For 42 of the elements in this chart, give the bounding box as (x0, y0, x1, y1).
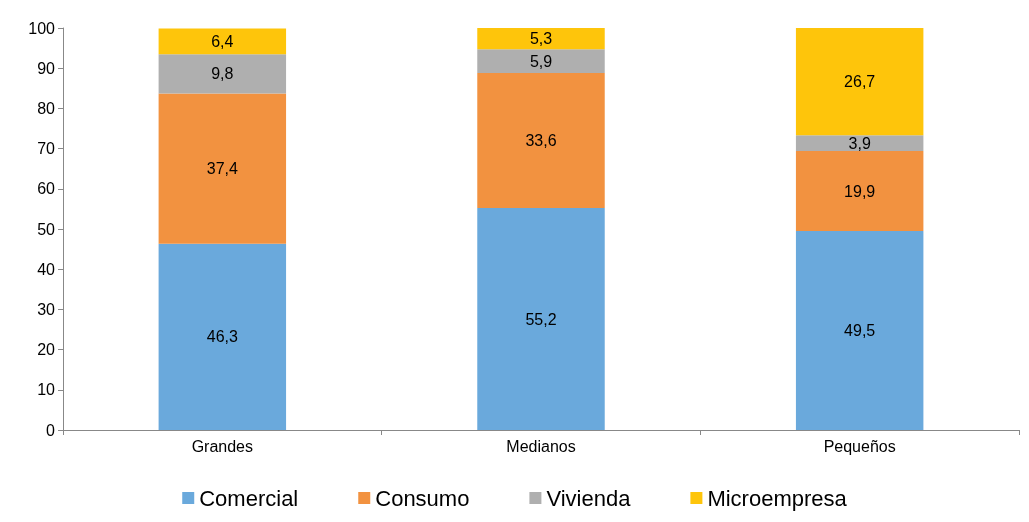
bar (158, 243, 287, 430)
y-tick-label: 40 (37, 260, 56, 278)
y-tick-label: 10 (37, 381, 56, 399)
bar (158, 93, 287, 244)
bar (477, 49, 605, 74)
legend-label: Vivienda (546, 485, 632, 511)
data-label: 55,2 (525, 310, 557, 328)
x-tick-label: Medianos (506, 437, 576, 455)
y-tick-label: 80 (37, 99, 56, 117)
data-label: 19,9 (844, 182, 876, 200)
x-tick-label: Pequeños (823, 437, 896, 455)
y-tick-label: 50 (37, 220, 56, 238)
x-tick-label: Grandes (191, 437, 254, 455)
bar (795, 135, 924, 152)
bar (795, 231, 924, 430)
y-tick-label: 100 (28, 19, 56, 37)
bar (477, 28, 605, 50)
y-tick-label: 30 (37, 300, 56, 318)
legend-label: Microempresa (707, 485, 848, 511)
bar (795, 28, 924, 136)
y-tick-label: 70 (37, 140, 56, 158)
data-label: 9,8 (211, 65, 234, 83)
legend-label: Comercial (199, 485, 299, 511)
legend-label: Consumo (375, 485, 470, 511)
data-label: 5,3 (529, 30, 553, 48)
data-label: 3,9 (848, 134, 871, 152)
bar (477, 73, 605, 209)
y-tick-label: 90 (37, 59, 56, 77)
data-label: 33,6 (525, 132, 557, 150)
bar (158, 54, 287, 94)
bar (477, 208, 605, 430)
data-label: 46,3 (206, 328, 239, 346)
data-label: 26,7 (844, 73, 876, 91)
bar (158, 28, 287, 55)
data-label: 5,9 (529, 52, 553, 70)
data-label: 49,5 (844, 322, 876, 340)
y-tick-label: 60 (37, 180, 56, 198)
bar (795, 151, 924, 232)
y-tick-label: 0 (46, 421, 56, 439)
data-label: 37,4 (206, 160, 239, 178)
data-label: 6,4 (211, 32, 234, 50)
y-tick-label: 20 (37, 341, 56, 359)
